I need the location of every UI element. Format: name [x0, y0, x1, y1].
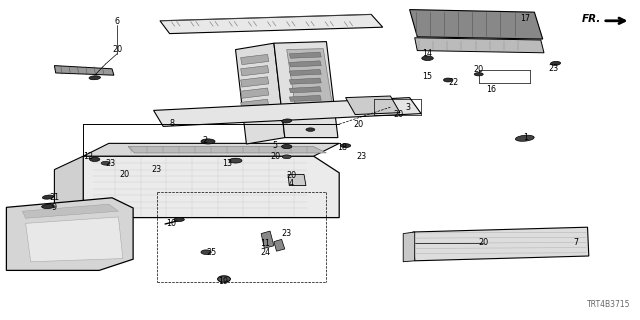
- Polygon shape: [289, 78, 321, 84]
- Polygon shape: [22, 204, 118, 218]
- Ellipse shape: [42, 204, 54, 209]
- Text: 23: 23: [282, 229, 292, 238]
- Text: 23: 23: [356, 152, 367, 161]
- Polygon shape: [128, 147, 326, 153]
- Text: FR.: FR.: [582, 14, 602, 24]
- Ellipse shape: [282, 144, 292, 148]
- Text: 10: 10: [166, 220, 177, 228]
- Text: 16: 16: [486, 85, 497, 94]
- Text: 24: 24: [260, 248, 271, 257]
- Text: 19: 19: [218, 277, 228, 286]
- Ellipse shape: [306, 128, 315, 131]
- Text: TRT4B3715: TRT4B3715: [587, 300, 630, 309]
- Text: 5: 5: [273, 141, 278, 150]
- Text: 18: 18: [337, 143, 348, 152]
- Text: 25: 25: [206, 248, 216, 257]
- Polygon shape: [83, 143, 339, 156]
- Text: 7: 7: [573, 238, 579, 247]
- Ellipse shape: [340, 144, 351, 148]
- Ellipse shape: [550, 61, 561, 65]
- Ellipse shape: [282, 155, 291, 159]
- Ellipse shape: [89, 76, 100, 80]
- Text: 20: 20: [478, 238, 488, 247]
- Polygon shape: [261, 231, 274, 248]
- Text: 4: 4: [289, 180, 294, 188]
- Ellipse shape: [201, 250, 211, 254]
- Polygon shape: [415, 38, 544, 53]
- Ellipse shape: [422, 56, 433, 60]
- Ellipse shape: [444, 78, 452, 82]
- Text: 17: 17: [520, 14, 530, 23]
- Text: 23: 23: [548, 64, 559, 73]
- Polygon shape: [346, 96, 400, 115]
- Text: 21: 21: [49, 193, 60, 202]
- Ellipse shape: [90, 157, 100, 162]
- Polygon shape: [26, 217, 123, 262]
- Ellipse shape: [474, 73, 483, 76]
- Text: 20: 20: [120, 170, 130, 179]
- Polygon shape: [274, 239, 285, 251]
- Text: 12: 12: [83, 152, 93, 161]
- Polygon shape: [54, 66, 114, 75]
- Polygon shape: [241, 54, 269, 65]
- Ellipse shape: [218, 276, 230, 282]
- Text: 23: 23: [106, 159, 116, 168]
- Text: 20: 20: [353, 120, 364, 129]
- Polygon shape: [289, 52, 321, 58]
- Text: 3: 3: [406, 103, 411, 112]
- Polygon shape: [289, 95, 321, 101]
- Polygon shape: [6, 198, 133, 270]
- Text: 20: 20: [112, 45, 122, 54]
- Text: 8: 8: [169, 119, 174, 128]
- Polygon shape: [289, 69, 321, 76]
- Text: 11: 11: [260, 239, 271, 248]
- Text: 20: 20: [270, 152, 280, 161]
- Text: 20: 20: [286, 171, 296, 180]
- Text: 14: 14: [422, 49, 433, 58]
- Text: 1: 1: [524, 133, 529, 142]
- Polygon shape: [83, 156, 339, 218]
- Polygon shape: [241, 88, 269, 98]
- Polygon shape: [154, 98, 421, 126]
- Ellipse shape: [515, 135, 534, 141]
- Ellipse shape: [101, 161, 110, 165]
- Ellipse shape: [229, 158, 242, 163]
- Text: 23: 23: [152, 165, 162, 174]
- Polygon shape: [287, 49, 333, 109]
- Polygon shape: [403, 232, 415, 262]
- Polygon shape: [241, 66, 269, 76]
- Polygon shape: [241, 77, 269, 87]
- Polygon shape: [413, 227, 589, 261]
- Polygon shape: [241, 99, 269, 109]
- Text: 13: 13: [222, 159, 232, 168]
- Polygon shape: [289, 61, 321, 67]
- Text: 6: 6: [115, 17, 120, 26]
- Text: 20: 20: [393, 110, 403, 119]
- Polygon shape: [236, 43, 285, 144]
- Polygon shape: [288, 174, 306, 186]
- Text: 15: 15: [422, 72, 433, 81]
- Ellipse shape: [201, 139, 215, 144]
- Text: 9: 9: [52, 203, 57, 212]
- Text: 20: 20: [474, 65, 484, 74]
- Polygon shape: [160, 14, 383, 34]
- Polygon shape: [274, 42, 338, 138]
- Ellipse shape: [174, 218, 184, 221]
- Polygon shape: [289, 87, 321, 93]
- Text: 2: 2: [202, 136, 207, 145]
- Polygon shape: [410, 10, 543, 39]
- Text: 22: 22: [448, 78, 458, 87]
- Ellipse shape: [282, 119, 292, 123]
- Polygon shape: [54, 156, 83, 218]
- Ellipse shape: [42, 195, 54, 199]
